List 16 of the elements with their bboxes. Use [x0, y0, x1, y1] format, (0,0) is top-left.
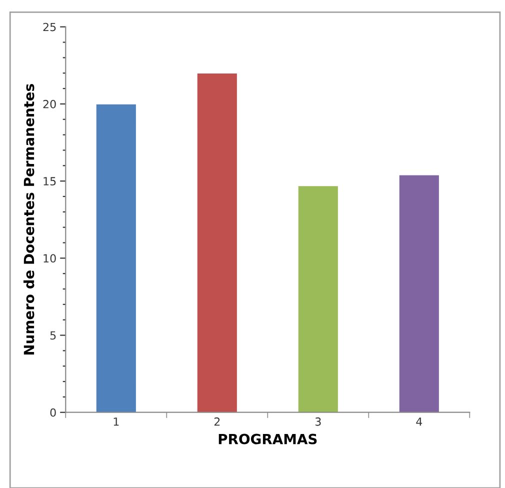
y-tick-label: 5 [50, 331, 56, 340]
x-tick-label: 1 [114, 418, 119, 426]
x-tick-label: 2 [214, 417, 220, 426]
bar [96, 104, 137, 412]
x-tick-label: 4 [416, 418, 422, 426]
bar [196, 72, 238, 412]
y-tick-label: 25 [43, 22, 56, 32]
bar [398, 174, 440, 412]
y-tick-label: 15 [44, 177, 56, 186]
y-tick-label: 10 [44, 254, 56, 263]
y-tick-label: 0 [50, 408, 56, 417]
y-axis-title: Numero de Docentes Permanentes [23, 84, 34, 355]
x-tick-label: 3 [315, 417, 321, 426]
x-axis-title: PROGRAMAS [218, 434, 317, 444]
bar [298, 185, 339, 412]
y-tick-label: 20 [43, 100, 56, 108]
